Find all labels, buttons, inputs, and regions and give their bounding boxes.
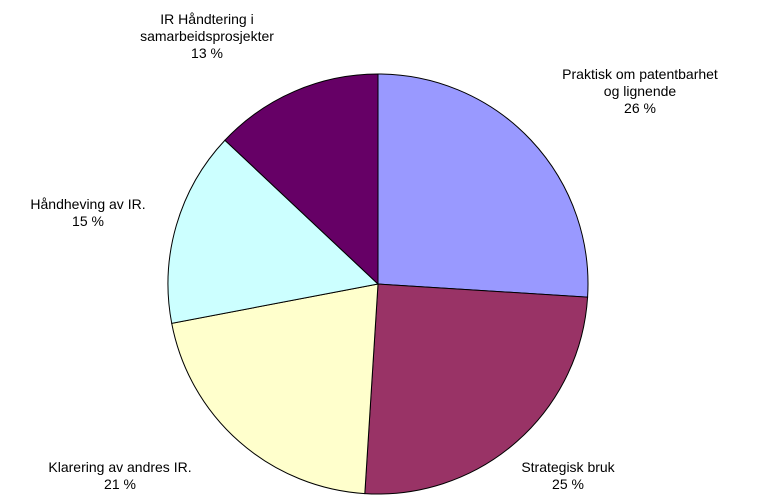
pie-slice [171, 283, 379, 495]
slice-label: IR Håndtering i samarbeidsprosjekter 13 % [140, 11, 274, 62]
slice-value: 13 % [191, 45, 223, 61]
slice-name: Håndheving av IR. [30, 196, 146, 212]
slice-name: Klarering av andres IR. [48, 459, 192, 475]
slice-label: Klarering av andres IR. 21 % [48, 459, 191, 493]
slice-value: 26 % [624, 100, 656, 116]
pie-slice [364, 283, 589, 495]
slice-name: IR Håndtering i samarbeidsprosjekter [140, 11, 274, 44]
slice-value: 15 % [72, 213, 104, 229]
pie-slice [167, 139, 380, 324]
slice-label: Strategisk bruk 25 % [521, 459, 614, 493]
pie-slice [224, 73, 379, 286]
pie-slice [377, 73, 589, 298]
slice-value: 25 % [552, 476, 584, 492]
slice-name: Strategisk bruk [521, 459, 615, 475]
slice-name: Praktisk om patentbarhet og lignende [562, 66, 718, 99]
slice-label: Håndheving av IR. 15 % [30, 196, 145, 230]
slice-label: Praktisk om patentbarhet og lignende 26 % [562, 66, 718, 117]
slice-value: 21 % [104, 476, 136, 492]
